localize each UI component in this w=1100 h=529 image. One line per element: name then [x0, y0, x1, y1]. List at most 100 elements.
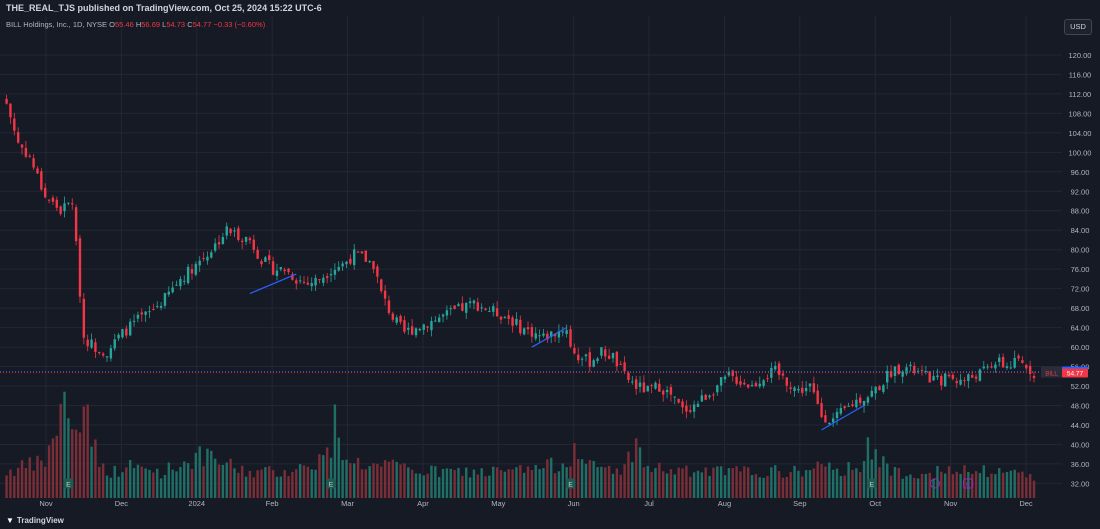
volume-bar — [754, 474, 758, 498]
candle-body — [909, 364, 912, 367]
chart-area[interactable]: E E E E E 120.00 116.00 112.00 108.00 104.00 100.… — [0, 16, 1100, 512]
candle-body — [646, 385, 649, 392]
tradingview-logo-icon: ▼ — [6, 516, 14, 525]
candle-body — [310, 283, 313, 287]
candle-body — [801, 387, 804, 393]
candle-body — [51, 197, 55, 202]
volume-bar — [202, 466, 205, 498]
candle-body — [889, 371, 893, 377]
candle-body — [828, 422, 831, 425]
volume-bar — [28, 457, 31, 498]
candle-body — [47, 199, 51, 201]
candle-body — [1001, 356, 1005, 368]
earnings-marker[interactable] — [326, 478, 337, 489]
candle-body — [924, 370, 928, 372]
candle-body — [28, 155, 31, 157]
candle-body — [136, 314, 140, 319]
candle-body — [213, 243, 217, 251]
volume-bar — [839, 476, 843, 498]
x-tick-label: Apr — [417, 499, 429, 508]
tradingview-logo[interactable]: ▼ TradingView — [6, 512, 64, 529]
earnings-marker-label: E — [329, 482, 334, 489]
volume-bar — [812, 468, 816, 498]
candle-body — [542, 333, 545, 336]
volume-bar — [190, 468, 194, 498]
candle-body — [816, 390, 819, 404]
volume-bar — [735, 466, 738, 498]
candle-body — [414, 328, 418, 336]
candle-body — [959, 379, 962, 385]
legend-high-label: H — [135, 20, 142, 29]
volume-bar — [437, 477, 441, 498]
volume-bar — [44, 466, 47, 498]
candle-body — [619, 363, 622, 365]
dividend-marker[interactable] — [930, 478, 940, 489]
candle-body — [708, 395, 711, 398]
candle-body — [519, 319, 522, 334]
candle-body — [98, 351, 101, 353]
volume-bar — [723, 475, 727, 498]
candle-body — [897, 364, 901, 374]
volume-bar — [893, 466, 897, 498]
candle-body — [1032, 375, 1036, 379]
earnings-marker[interactable] — [963, 478, 973, 489]
candle-body — [407, 327, 410, 330]
volume-bar — [665, 473, 669, 498]
y-tick-label: 68.00 — [1071, 304, 1090, 313]
candle-body — [279, 267, 283, 270]
candle-body — [16, 132, 20, 143]
trendline[interactable] — [531, 327, 567, 348]
volume-bar — [851, 469, 854, 498]
volume-bar — [36, 455, 39, 498]
trendlines — [249, 273, 865, 431]
trendline[interactable] — [249, 273, 297, 295]
candle-body — [588, 352, 592, 367]
candle-body — [990, 366, 993, 368]
volume-bar — [862, 461, 866, 498]
volume-bar — [306, 466, 310, 498]
volume-bar — [298, 464, 302, 498]
candle-body — [847, 405, 850, 407]
candle-body — [851, 404, 854, 407]
candle-body — [998, 357, 1001, 362]
candle-body — [855, 399, 858, 408]
volume-bar — [376, 463, 379, 498]
trendline[interactable] — [821, 404, 865, 431]
volume-bar — [913, 477, 916, 498]
volume-bar — [990, 473, 993, 498]
candle-body — [522, 328, 526, 335]
currency-button[interactable]: USD — [1064, 19, 1092, 35]
volume-bar — [878, 467, 881, 498]
earnings-marker[interactable] — [866, 478, 877, 489]
volume-bar — [167, 462, 171, 498]
candle-body — [225, 226, 228, 236]
candle-body — [329, 274, 333, 276]
earnings-marker[interactable] — [63, 478, 74, 489]
candle-body — [723, 376, 727, 380]
candle-body — [333, 269, 337, 275]
volume-bar — [418, 473, 422, 498]
candle-body — [422, 324, 425, 330]
candle-body — [982, 366, 985, 369]
volume-bar — [109, 477, 113, 498]
volume-bar — [240, 465, 244, 498]
candle-body — [553, 333, 557, 337]
candlestick-chart[interactable]: E E E E E 120.00 116.00 112.00 108.00 104.00 100.… — [0, 16, 1100, 512]
candle-body — [322, 277, 325, 283]
volume-bar — [955, 471, 958, 498]
candle-body — [24, 147, 28, 157]
y-tick-label: 32.00 — [1071, 479, 1090, 488]
footer-bar: ▼ TradingView — [0, 512, 1100, 529]
candle-body — [762, 380, 765, 386]
x-tick-label: Nov — [39, 499, 53, 508]
volume-bar — [55, 435, 58, 498]
candle-body — [349, 258, 352, 264]
earnings-marker[interactable] — [565, 478, 576, 489]
legend-change: −0.33 (−0.60%) — [213, 20, 266, 29]
volume-bar — [596, 467, 599, 498]
candle-body — [86, 339, 89, 347]
x-tick-label: Oct — [869, 499, 882, 508]
candle-body — [735, 376, 738, 384]
candle-body — [32, 158, 35, 168]
volume-bar — [325, 447, 329, 498]
